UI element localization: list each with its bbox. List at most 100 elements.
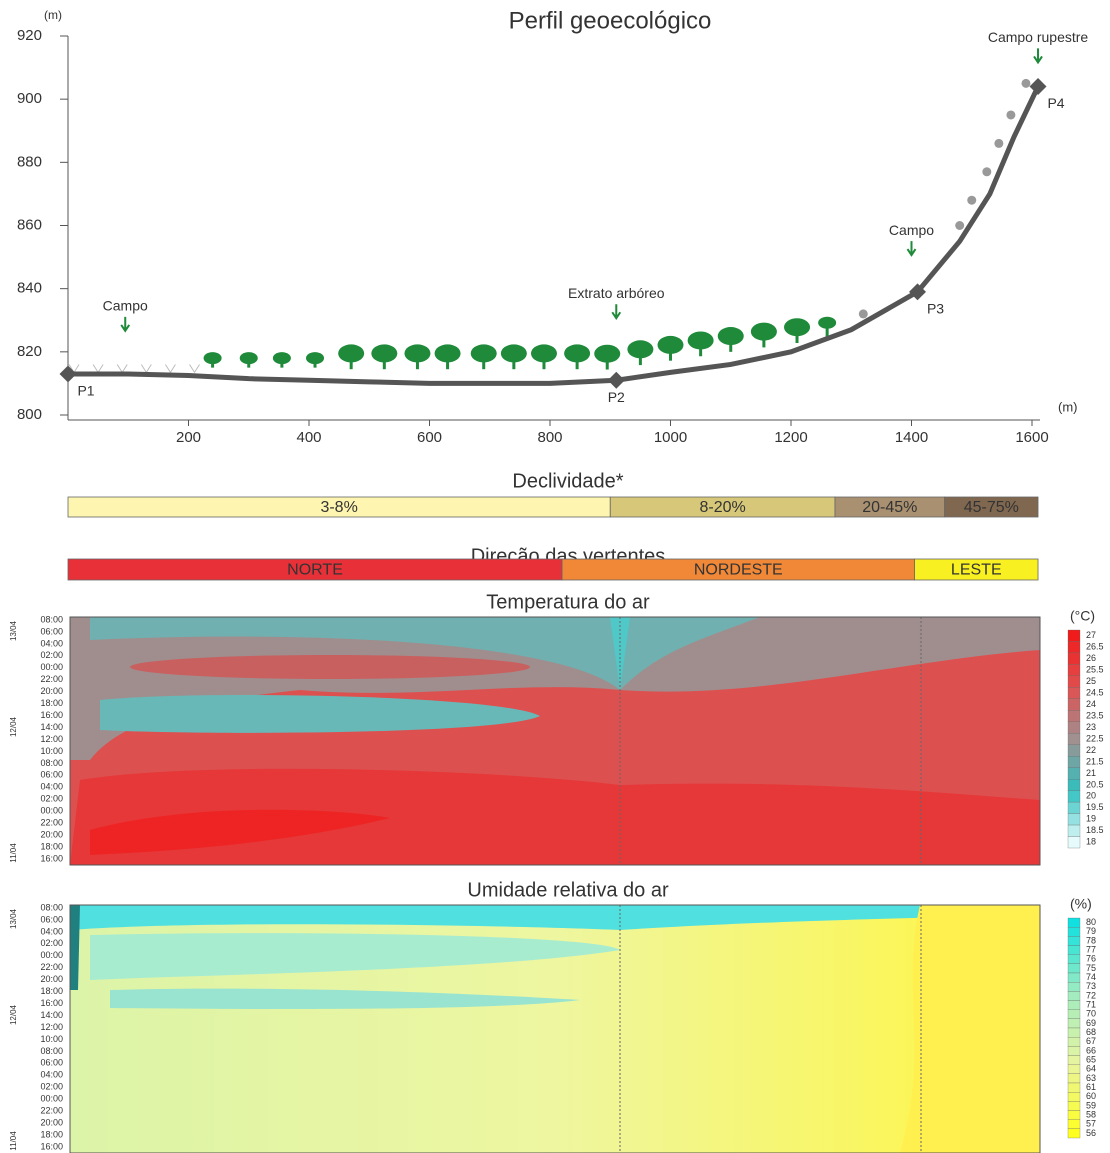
colorbar-cell [1068,927,1080,936]
segment-label: NORTE [287,562,343,579]
y-tick-label: 880 [17,153,42,170]
grass [117,364,127,372]
time-label: 08:00 [40,614,63,624]
tree-crown [306,352,324,364]
time-label: 18:00 [40,841,63,851]
colorbar-cell [1068,745,1080,756]
time-label: 22:00 [40,674,63,684]
time-label: 12:00 [40,734,63,744]
colorbar-cell [1068,1056,1080,1065]
annotation: Campo rupestre [988,29,1089,45]
colorbar-label: 24.5 [1086,687,1104,697]
point-marker [60,365,77,382]
colorbar-cell [1068,779,1080,790]
date-label: 12/04 [9,716,18,737]
colorbar-cell [1068,653,1080,664]
time-label: 06:00 [40,914,63,924]
grass [190,364,200,372]
colorbar-label: 24 [1086,699,1096,709]
tree-crown [751,323,777,341]
x-axis-unit: (m) [1058,399,1078,414]
tree-crown [371,344,397,362]
colorbar-cell [1068,1065,1080,1074]
colorbar-label: 26.5 [1086,642,1104,652]
colorbar-label: 19.5 [1086,802,1104,812]
time-label: 08:00 [40,758,63,768]
tree-crown [658,336,684,354]
tree-crown [531,344,557,362]
time-label: 04:00 [40,1070,63,1080]
grass [141,364,151,372]
colorbar-cell [1068,1001,1080,1010]
grass [93,364,103,372]
y-tick-label: 920 [17,27,42,44]
x-tick-label: 800 [537,429,562,446]
colorbar-cell [1068,733,1080,744]
colorbar-cell [1068,687,1080,698]
colorbar-cell [1068,699,1080,710]
time-label: 06:00 [40,1058,63,1068]
time-label: 00:00 [40,1094,63,1104]
y-axis-unit: (m) [44,8,62,22]
tree-crown [471,344,497,362]
colorbar-cell [1068,1010,1080,1019]
segment-label: 20-45% [862,499,917,516]
time-label: 04:00 [40,926,63,936]
tree-crown [594,345,620,363]
y-tick-label: 900 [17,90,42,107]
time-label: 02:00 [40,1082,63,1092]
annotation: Extrato arbóreo [568,285,665,301]
colorbar-label: 56 [1086,1128,1096,1138]
segment-label: LESTE [951,562,1002,579]
point-label: P3 [927,301,944,317]
colorbar-cell [1068,756,1080,767]
colorbar-cell [1068,946,1080,955]
annotation-arrow [121,317,129,331]
point-label: P1 [77,383,94,399]
tree-crown [627,340,653,358]
colorbar-label: 18.5 [1086,825,1104,835]
chart-title: Temperatura do ar [486,591,650,613]
colorbar-cell [1068,1101,1080,1110]
time-label: 22:00 [40,962,63,972]
time-label: 08:00 [40,902,63,912]
annotation-arrow [908,241,916,255]
colorbar-cell [1068,991,1080,1000]
x-tick-label: 1600 [1015,429,1048,446]
colorbar-cell [1068,964,1080,973]
annotation: Campo [103,298,148,314]
figure: Perfil geoecológico(m)(m)800820840860880… [0,0,1110,1153]
y-tick-label: 820 [17,343,42,360]
humidity-field [70,905,1040,1153]
time-label: 20:00 [40,1117,63,1127]
shrub [1021,79,1030,88]
page: Perfil geoecológico(m)(m)800820840860880… [0,0,1110,1153]
segment-label: NORDESTE [694,562,783,579]
colorbar-cell [1068,955,1080,964]
colorbar-label: 21.5 [1086,756,1104,766]
time-label: 14:00 [40,722,63,732]
time-label: 22:00 [40,818,63,828]
colorbar-cell [1068,1046,1080,1055]
colorbar-cell [1068,676,1080,687]
time-label: 16:00 [40,853,63,863]
chart-title: Umidade relativa do ar [467,879,669,901]
colorbar-cell [1068,837,1080,848]
colorbar-cell [1068,973,1080,982]
tree-crown [273,352,291,364]
x-tick-label: 1200 [774,429,807,446]
point-marker [1030,78,1047,95]
time-label: 10:00 [40,1034,63,1044]
time-label: 00:00 [40,806,63,816]
point-marker [608,372,625,389]
colorbar-cell [1068,1037,1080,1046]
tree-crown [204,352,222,364]
time-label: 10:00 [40,746,63,756]
time-label: 02:00 [40,794,63,804]
colorbar-label: 20 [1086,791,1096,801]
tree-crown [564,344,590,362]
colorbar-cell [1068,982,1080,991]
shrub [955,221,964,230]
colorbar-cell [1068,710,1080,721]
colorbar-cell [1068,722,1080,733]
